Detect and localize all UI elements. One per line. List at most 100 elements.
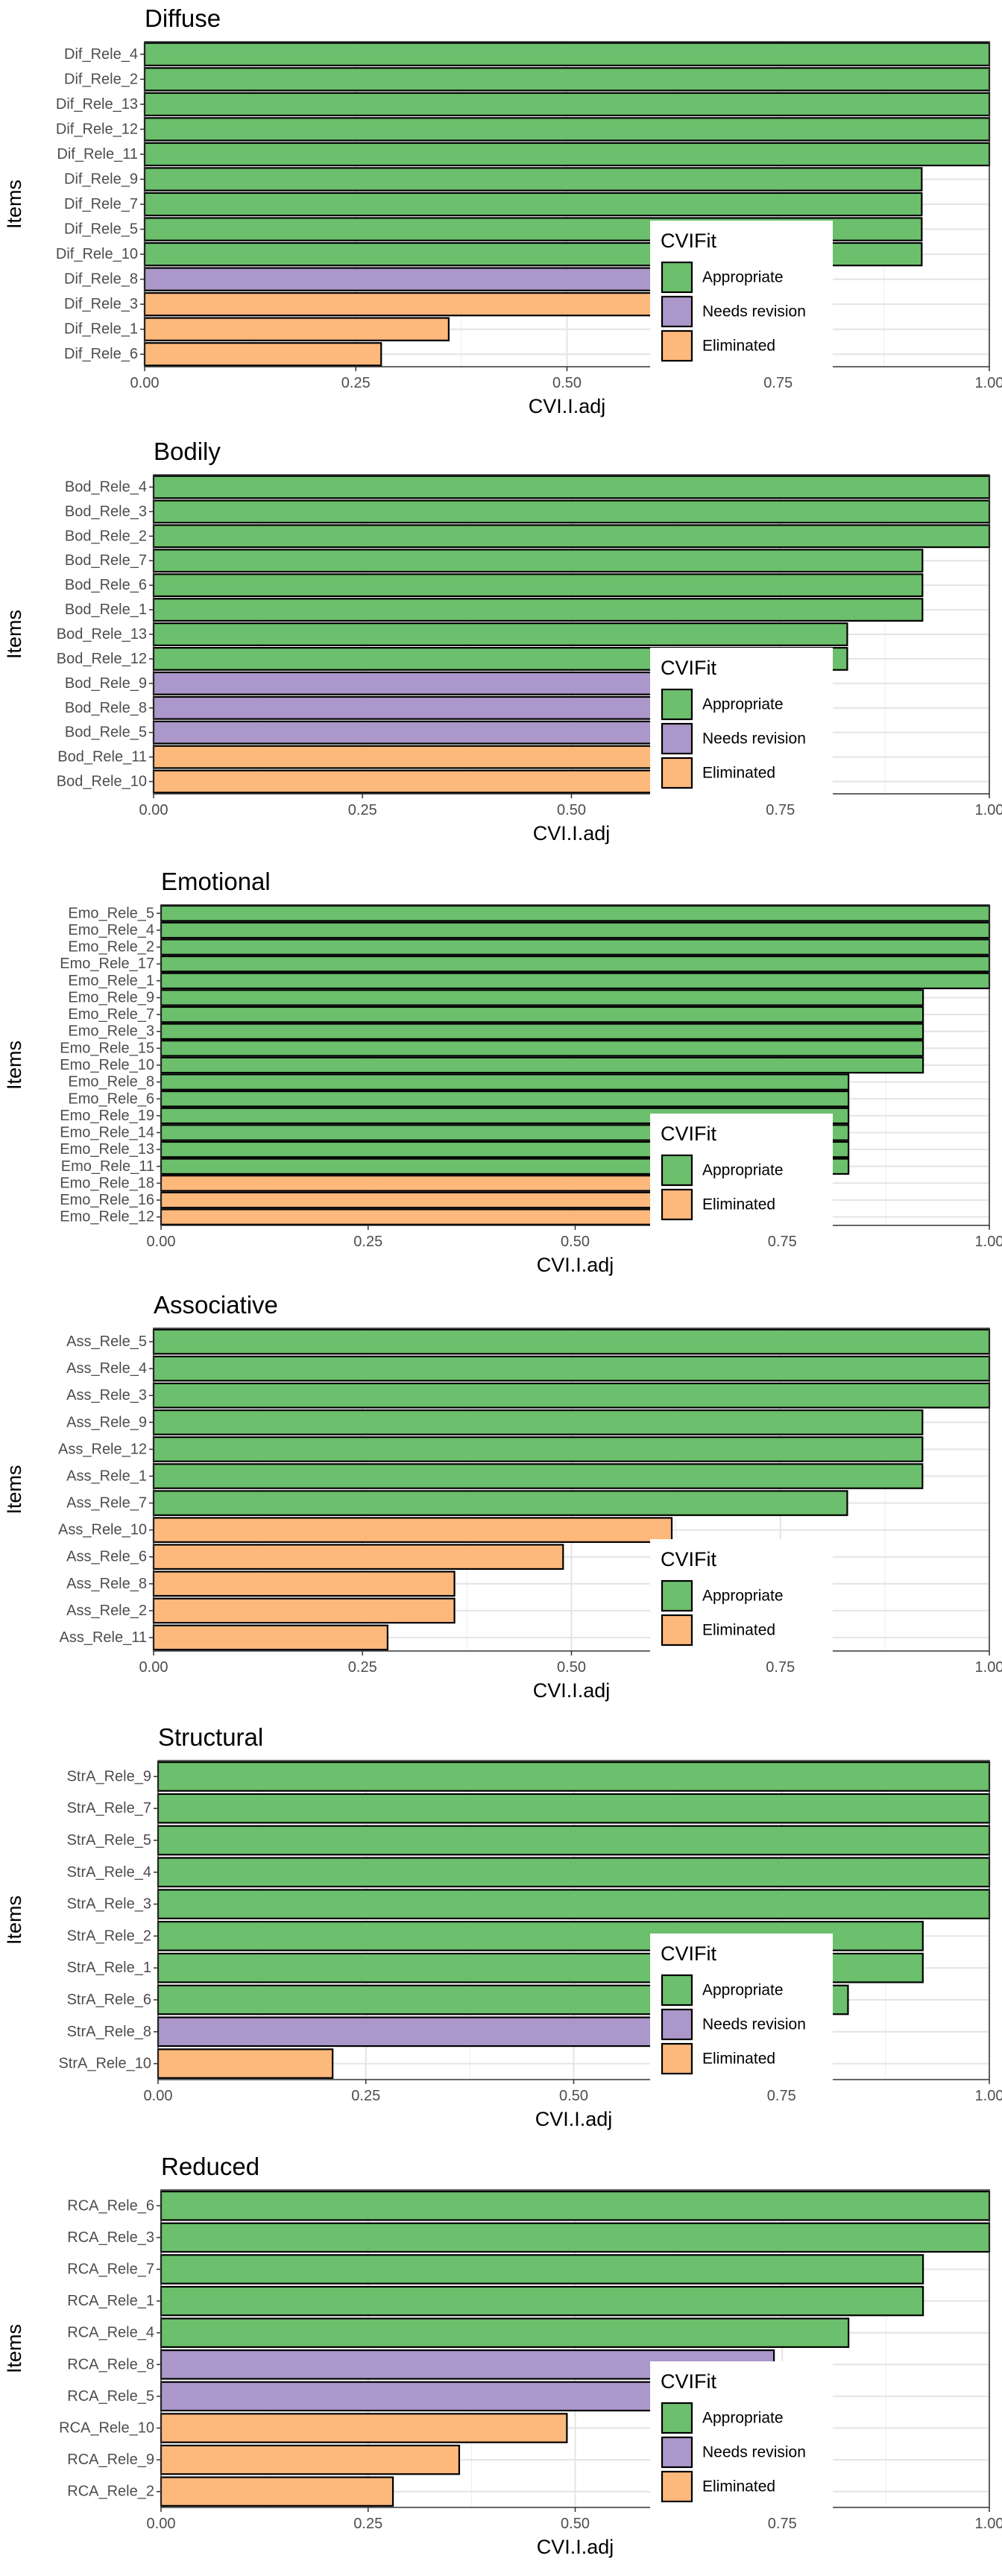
bar-emo-rele-18 [160, 1175, 675, 1192]
y-tick-label: Emo_Rele_12 [60, 1209, 154, 1225]
bar-ass-rele-9 [152, 1409, 924, 1436]
bar-stra-rele-7 [157, 1793, 991, 1824]
bar-stra-rele-8 [157, 2016, 675, 2048]
x-tick-label: 0.25 [348, 1659, 377, 1676]
bar-emo-rele-16 [160, 1191, 675, 1209]
y-tick-label: Bod_Rele_2 [65, 528, 147, 544]
plot-border [153, 474, 990, 795]
chart-panel-structural: StrA_Rele_9 StrA_Rele_7 StrA_Rele_5 StrA_Re… [0, 1714, 1002, 2143]
y-axis-title: Items [3, 180, 25, 229]
x-tick-label: 0.50 [559, 2088, 588, 2104]
y-tick-label: StrA_Rele_10 [58, 2056, 151, 2072]
y-tick-label: RCA_Rele_5 [67, 2388, 154, 2405]
y-tick-label: Emo_Rele_18 [60, 1175, 154, 1191]
x-tick-label: 0.75 [766, 1659, 795, 1676]
legend-label-eliminated: Eliminated [702, 2051, 775, 2068]
bar-bod-rele-8 [152, 695, 673, 720]
y-tick-label: Ass_Rele_2 [66, 1603, 147, 1619]
bar-emo-rele-9 [160, 989, 924, 1006]
y-tick-label: RCA_Rele_9 [67, 2452, 154, 2468]
bar-rca-rele-10 [160, 2413, 568, 2443]
bar-rca-rele-2 [160, 2476, 394, 2507]
y-tick-label: RCA_Rele_3 [67, 2229, 154, 2246]
legend-label-eliminated: Eliminated [702, 1196, 775, 1213]
chart-panel-emotional: Emo_Rele_5 Emo_Rele_4 Emo_Rele_2 Emo_Rele_1… [0, 857, 1002, 1286]
y-tick-label: RCA_Rele_10 [59, 2420, 154, 2437]
y-tick-label: Emo_Rele_9 [68, 989, 154, 1006]
bar-bod-rele-4 [152, 475, 991, 499]
bar-dif-rele-7 [143, 192, 923, 217]
x-axis-title: CVI.I.adj [537, 1254, 614, 1276]
legend: CVIFit Appropriate Needs revision Eliminate… [650, 2361, 833, 2513]
chart-title: Bodily [154, 438, 221, 465]
y-tick-label: StrA_Rele_2 [67, 1928, 151, 1944]
bar-emo-rele-2 [160, 938, 991, 956]
y-tick-label: Bod_Rele_4 [65, 479, 147, 495]
x-tick-label: 1.00 [975, 2516, 1002, 2532]
bar-emo-rele-12 [160, 1208, 675, 1225]
bar-emo-rele-3 [160, 1023, 924, 1041]
x-tick-label: 1.00 [975, 2088, 1002, 2104]
bar-ass-rele-1 [152, 1463, 924, 1489]
legend-swatch-appropriate [661, 261, 693, 294]
y-tick-label: StrA_Rele_4 [67, 1864, 151, 1881]
bar-rca-rele-1 [160, 2285, 924, 2317]
bar-rca-rele-9 [160, 2444, 461, 2475]
y-tick-label: Bod_Rele_13 [57, 626, 147, 643]
bar-bod-rele-1 [152, 598, 924, 622]
bar-bod-rele-3 [152, 499, 991, 524]
y-tick-label: Emo_Rele_13 [60, 1141, 154, 1158]
y-tick-label: Ass_Rele_8 [66, 1576, 147, 1592]
y-tick-label: Ass_Rele_9 [66, 1414, 147, 1430]
bar-stra-rele-10 [157, 2048, 334, 2079]
legend-label-appropriate: Appropriate [702, 1588, 784, 1605]
y-tick-label: RCA_Rele_7 [67, 2261, 154, 2278]
y-tick-label: Bod_Rele_12 [57, 651, 147, 667]
y-tick-label: Emo_Rele_14 [60, 1125, 154, 1141]
x-tick-label: 0.00 [139, 1659, 168, 1676]
bar-dif-rele-4 [143, 42, 991, 66]
bar-ass-rele-8 [152, 1570, 456, 1597]
y-tick-label: Emo_Rele_6 [68, 1090, 154, 1107]
bar-ass-rele-5 [152, 1328, 991, 1355]
chart-title: Structural [158, 1723, 263, 1751]
x-tick-label: 0.75 [766, 802, 795, 818]
chart-panel-associative: Ass_Rele_5 Ass_Rele_4 Ass_Rele_3 Ass_Rele_9… [0, 1286, 1002, 1714]
y-tick-label: RCA_Rele_1 [67, 2293, 154, 2309]
y-tick-label: Ass_Rele_3 [66, 1387, 147, 1404]
legend-title: CVIFit [661, 1548, 717, 1570]
x-tick-label: 0.50 [561, 2516, 590, 2532]
x-tick-label: 0.00 [144, 2088, 173, 2104]
y-tick-label: StrA_Rele_5 [67, 1832, 151, 1849]
bar-stra-rele-5 [157, 1825, 991, 1856]
y-tick-label: Dif_Rele_1 [64, 321, 138, 338]
y-tick-label: RCA_Rele_8 [67, 2356, 154, 2373]
legend-swatch-eliminated [661, 1188, 693, 1221]
bar-ass-rele-10 [152, 1517, 673, 1543]
legend-label-eliminated: Eliminated [702, 338, 775, 355]
bar-ass-rele-12 [152, 1436, 924, 1462]
y-tick-label: StrA_Rele_7 [67, 1800, 151, 1816]
y-tick-label: Bod_Rele_7 [65, 552, 147, 569]
x-tick-label: 0.00 [139, 802, 168, 818]
y-tick-label: Dif_Rele_7 [64, 196, 138, 212]
y-tick-label: Ass_Rele_5 [66, 1333, 147, 1350]
x-tick-label: 0.25 [341, 375, 371, 391]
legend-swatch-appropriate [661, 1974, 693, 2007]
plot-border [160, 2189, 990, 2508]
legend-label-needs-revision: Needs revision [702, 2016, 806, 2033]
legend-swatch-appropriate [661, 1579, 693, 1612]
x-axis-title: CVI.I.adj [529, 395, 606, 417]
y-tick-label: Bod_Rele_5 [65, 724, 147, 741]
legend-label-eliminated: Eliminated [702, 2478, 775, 2496]
y-tick-label: StrA_Rele_8 [67, 2024, 151, 2040]
legend-title: CVIFit [661, 1123, 717, 1145]
bar-bod-rele-10 [152, 769, 673, 794]
y-tick-label: Ass_Rele_11 [60, 1629, 147, 1646]
y-tick-label: Emo_Rele_3 [68, 1023, 154, 1040]
y-tick-label: Emo_Rele_10 [60, 1057, 154, 1073]
bar-dif-rele-2 [143, 67, 991, 92]
y-tick-label: Bod_Rele_10 [57, 774, 147, 790]
bar-rca-rele-7 [160, 2254, 924, 2285]
